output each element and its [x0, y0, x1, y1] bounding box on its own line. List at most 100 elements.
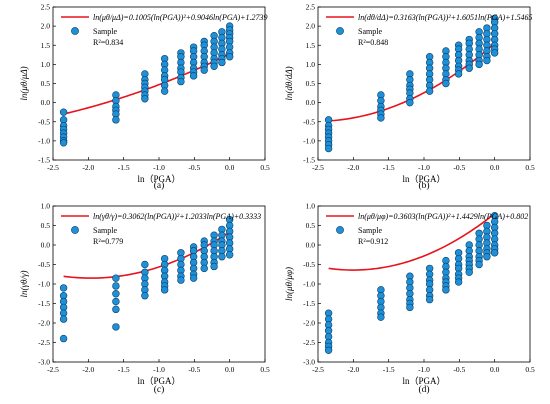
x-tick-label: -0.5: [453, 365, 465, 374]
y-tick-label: -1.5: [303, 299, 315, 308]
y-tick-label: -0.5: [303, 117, 315, 126]
sample-point: [490, 249, 499, 257]
x-tick-label: -0.5: [188, 163, 200, 172]
sample-point: [189, 72, 198, 80]
panel-caption: (d): [418, 384, 429, 395]
x-tick-label: -1.0: [418, 365, 430, 374]
sample-point: [377, 114, 385, 122]
y-tick-label: 0.5: [41, 79, 51, 88]
y-axis-label: ln(μθ/μΔ): [19, 66, 29, 100]
y-tick-label: -1.0: [38, 280, 50, 289]
x-tick-label: 0.0: [490, 163, 500, 172]
x-tick-label: 0.0: [225, 365, 235, 374]
y-tick-label: 2.0: [41, 22, 51, 31]
x-axis-label: ln（PGA）: [402, 376, 445, 386]
sample-point: [112, 282, 120, 290]
y-tick-label: -1.5: [303, 156, 315, 165]
sample-point: [225, 53, 234, 61]
x-tick-label: -1.5: [383, 365, 395, 374]
x-tick-label: -1.0: [153, 163, 165, 172]
sample-point: [160, 87, 169, 95]
y-tick-label: 1.0: [41, 60, 51, 69]
sample-point: [141, 95, 149, 103]
y-tick-label: -0.5: [38, 260, 50, 269]
x-tick-label: 0.5: [260, 365, 270, 374]
sample-point: [177, 77, 185, 86]
sample-point: [406, 98, 414, 107]
y-tick-label: 1.0: [41, 202, 51, 211]
y-tick-label: -2.5: [38, 338, 50, 347]
sample-point: [210, 262, 218, 271]
sample-point: [59, 315, 68, 323]
sample-point: [218, 58, 226, 67]
sample-point: [442, 286, 450, 294]
y-tick-label: 2.0: [306, 22, 316, 31]
sample-point: [475, 60, 483, 69]
chart-panel-a: -2.5 -2.0 -1.5 -1.0 -0.5 0.0 0.5 -1.5 -1.0 -0.5 0.…: [19, 3, 270, 191]
plot-frame: [52, 205, 266, 363]
x-tick-label: 0.5: [525, 163, 535, 172]
sample-point: [490, 49, 499, 57]
x-tick-label: 0.5: [260, 163, 270, 172]
sample-point: [406, 303, 414, 312]
chart-panel-c: -2.5 -2.0 -1.5 -1.0 -0.5 0.0 0.5-3.0-2.5-2.0-1…: [19, 202, 270, 395]
sample-point: [59, 139, 68, 147]
x-tick-label: 0.5: [525, 365, 535, 374]
y-axis-label: ln(γθ/γ): [19, 270, 29, 297]
legend-sample-marker: [71, 226, 79, 234]
y-tick-label: 0.5: [41, 221, 51, 230]
sample-point: [425, 295, 434, 304]
panel-caption: (b): [418, 180, 429, 191]
legend-fit-label: ln(μθ/μΔ)=0.1005(ln(PGA))²+0.9046ln(PGA)…: [93, 13, 268, 22]
y-tick-label: 1.0: [306, 202, 316, 211]
legend-sample-label: Sample: [358, 27, 382, 36]
sample-point: [483, 56, 491, 65]
x-axis-label: ln（PGA）: [402, 174, 445, 184]
sample-point: [324, 346, 333, 354]
chart-panel-d: -2.5 -2.0 -1.5 -1.0 -0.5 0.0 0.5-3.0-2.5-2.0-1…: [284, 202, 535, 395]
y-tick-label: 1.5: [306, 41, 316, 50]
sample-point: [141, 292, 149, 300]
sample-point: [59, 108, 68, 116]
x-tick-label: -1.5: [383, 163, 395, 172]
sample-point: [210, 62, 218, 70]
sample-point: [425, 87, 434, 95]
y-tick-label: -0.5: [38, 117, 50, 126]
sample-point: [112, 323, 120, 331]
y-tick-label: 0.5: [306, 221, 316, 230]
legend-sample-marker: [336, 27, 344, 35]
y-tick-label: -1.0: [38, 136, 50, 145]
sample-point: [59, 334, 68, 343]
y-tick-label: -2.0: [38, 319, 50, 328]
legend-sample-marker: [336, 226, 344, 234]
x-tick-label: 0.0: [490, 365, 500, 374]
y-tick-label: 2.5: [41, 3, 51, 12]
y-tick-label: 0.5: [306, 79, 316, 88]
r-squared-annotation: R²=0.912: [358, 237, 388, 246]
sample-point: [160, 286, 169, 294]
sample-point: [465, 268, 473, 276]
x-tick-label: -2.0: [82, 365, 94, 374]
sample-point: [454, 278, 463, 286]
y-tick-label: -1.0: [303, 136, 315, 145]
legend-fit-label: ln(γθ/γ)=0.3062(ln(PGA))²+1.2033ln(PGA)+…: [93, 212, 261, 221]
x-tick-label: -2.0: [347, 365, 359, 374]
r-squared-annotation: R²=0.834: [93, 38, 123, 47]
x-tick-label: -2.5: [47, 163, 59, 172]
plot-frame: [317, 205, 531, 363]
sample-point: [475, 260, 483, 269]
sample-point: [442, 79, 450, 88]
y-tick-label: -1.0: [303, 280, 315, 289]
x-tick-label: -1.0: [418, 163, 430, 172]
y-tick-label: 1.0: [306, 60, 316, 69]
y-axis-label: ln(dθ/dΔ): [284, 66, 294, 100]
legend-sample-label: Sample: [93, 27, 117, 36]
sample-point: [225, 251, 234, 259]
sample-point: [324, 144, 333, 153]
x-tick-label: -1.0: [153, 365, 165, 374]
y-tick-label: -2.5: [303, 338, 315, 347]
r-squared-annotation: R²=0.848: [358, 38, 388, 47]
sample-point: [218, 253, 226, 261]
sample-point: [112, 290, 120, 298]
